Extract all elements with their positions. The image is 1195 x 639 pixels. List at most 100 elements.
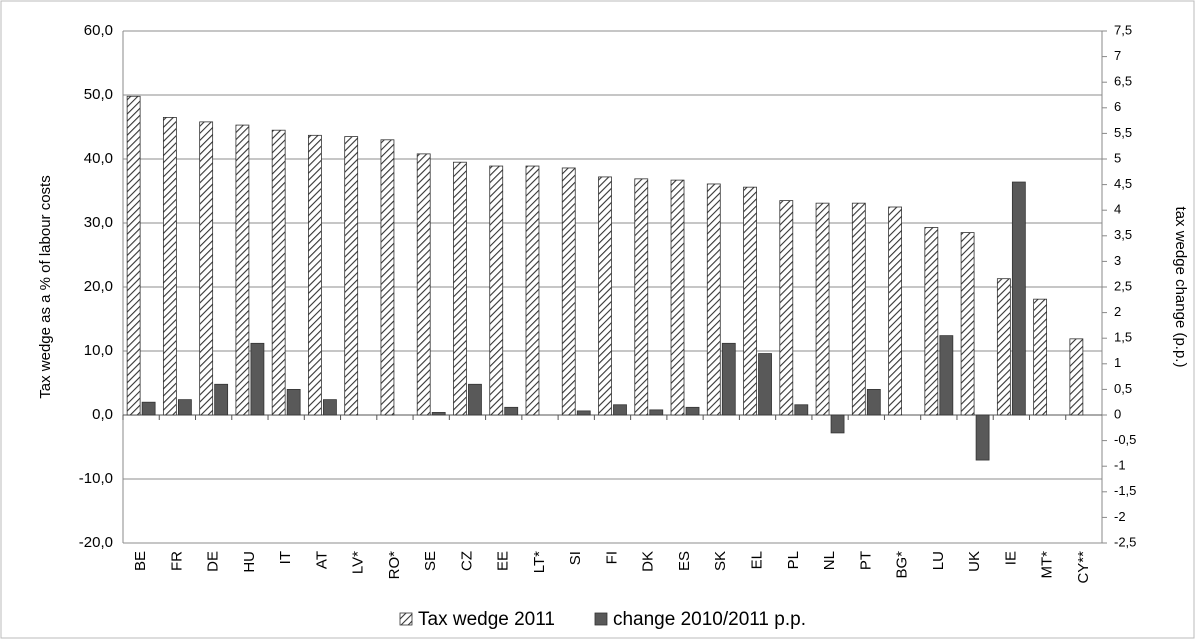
bar xyxy=(250,342,265,416)
bar xyxy=(996,278,1011,416)
y2-tick-label: -2 xyxy=(1114,509,1126,524)
y2-tick-label: 2 xyxy=(1114,304,1121,319)
x-tick-label: CY** xyxy=(1075,551,1092,584)
x-tick-label: FI xyxy=(603,551,620,564)
y2-tick-label: 4 xyxy=(1114,202,1121,217)
bar xyxy=(634,178,649,416)
y-tick-label: 10,0 xyxy=(84,342,113,359)
bar xyxy=(344,136,359,416)
bar xyxy=(924,227,939,416)
bar xyxy=(1069,338,1084,416)
bar xyxy=(685,406,700,416)
y2-tick-label: 6,5 xyxy=(1114,74,1132,89)
y-tick-label: 30,0 xyxy=(84,214,113,231)
y-tick-label: 40,0 xyxy=(84,150,113,167)
bar xyxy=(888,206,902,416)
bar xyxy=(199,121,214,416)
y2-tick-label: 5,5 xyxy=(1114,125,1132,140)
bar xyxy=(323,399,337,416)
bar xyxy=(468,383,482,416)
bar xyxy=(286,388,301,416)
bar xyxy=(214,383,229,416)
x-tick-label: NL xyxy=(821,551,838,570)
x-tick-label: SI xyxy=(567,551,584,565)
x-tick-label: SE xyxy=(422,551,439,571)
y2-tick-label: 1,5 xyxy=(1114,330,1132,345)
x-tick-label: CZ xyxy=(458,551,475,571)
bar xyxy=(758,353,772,416)
y-axis-title: Tax wedge as a % of labour costs xyxy=(37,175,54,398)
y2-tick-label: 4,5 xyxy=(1114,176,1132,191)
x-tick-label: PT xyxy=(857,551,874,570)
x-tick-label: LT* xyxy=(531,551,548,573)
y-tick-label: 20,0 xyxy=(84,278,113,295)
x-tick-label: ES xyxy=(676,551,693,571)
y-tick-label: -20,0 xyxy=(79,534,113,551)
bar xyxy=(576,410,591,416)
bar xyxy=(649,409,664,416)
y-tick-label: 60,0 xyxy=(84,22,113,39)
y2-tick-label: 6 xyxy=(1114,99,1121,114)
x-tick-label: LV* xyxy=(350,551,367,574)
bar xyxy=(721,342,736,416)
y2-tick-label: -1,5 xyxy=(1114,483,1136,498)
bar xyxy=(416,153,431,416)
x-tick-label: FR xyxy=(168,551,185,571)
x-tick-label: DE xyxy=(205,551,222,572)
bar xyxy=(380,139,395,416)
bar xyxy=(235,124,250,416)
bar xyxy=(670,179,685,416)
legend-swatch xyxy=(399,612,413,626)
legend-swatch xyxy=(594,612,608,626)
bar xyxy=(598,176,612,416)
legend-label: Tax wedge 2011 xyxy=(418,609,555,630)
x-tick-label: LU xyxy=(930,551,947,570)
bar xyxy=(525,165,540,416)
bar xyxy=(794,404,809,416)
y2-tick-label: 7 xyxy=(1114,48,1121,63)
x-tick-label: IT xyxy=(277,551,294,564)
y-tick-label: 50,0 xyxy=(84,86,113,103)
y2-tick-label: 1 xyxy=(1114,355,1121,370)
bar xyxy=(743,186,757,416)
x-tick-label: EE xyxy=(495,551,512,571)
bar xyxy=(851,202,866,416)
bar xyxy=(162,117,177,416)
bar xyxy=(431,412,446,416)
x-tick-label: BE xyxy=(132,551,149,571)
legend-label: change 2010/2011 p.p. xyxy=(613,609,806,630)
y2-tick-label: 2,5 xyxy=(1114,278,1132,293)
bar xyxy=(975,414,990,461)
x-tick-label: HU xyxy=(241,551,258,573)
bar xyxy=(271,129,286,416)
y2-axis-title: tax wedge change (p.p.) xyxy=(1172,207,1189,368)
bar xyxy=(779,200,794,416)
bar xyxy=(830,414,845,434)
bar xyxy=(561,167,576,416)
y-tick-label: 0,0 xyxy=(92,406,113,423)
bar xyxy=(706,183,721,416)
y2-tick-label: 0 xyxy=(1114,406,1121,421)
y2-tick-label: -0,5 xyxy=(1114,432,1136,447)
bar xyxy=(939,335,954,416)
y2-tick-label: 3,5 xyxy=(1114,227,1132,242)
x-tick-label: DK xyxy=(640,551,657,572)
y2-tick-label: -1 xyxy=(1114,458,1126,473)
x-tick-label: RO* xyxy=(386,551,403,580)
x-tick-label: MT* xyxy=(1039,551,1056,579)
bar xyxy=(504,406,519,416)
y2-tick-label: 0,5 xyxy=(1114,381,1132,396)
bar xyxy=(308,134,322,416)
x-tick-label: PL xyxy=(785,551,802,569)
bar xyxy=(177,399,192,416)
bar xyxy=(489,165,504,416)
y2-tick-label: 5 xyxy=(1114,150,1121,165)
bar xyxy=(453,161,467,416)
y-tick-label: -10,0 xyxy=(79,470,113,487)
bar xyxy=(1011,181,1026,416)
bar xyxy=(866,388,881,416)
bar xyxy=(613,404,627,416)
y2-tick-label: 3 xyxy=(1114,253,1121,268)
y2-tick-label: -2,5 xyxy=(1114,534,1136,549)
